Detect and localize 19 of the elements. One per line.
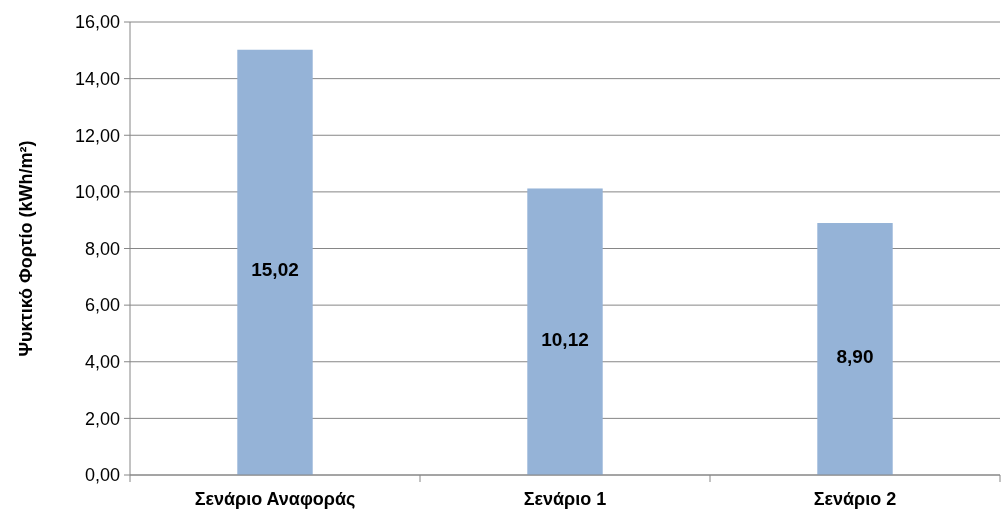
y-tick-label: 10,00 [74, 182, 120, 203]
y-tick-label: 12,00 [74, 125, 120, 146]
y-tick-label: 2,00 [84, 408, 120, 429]
x-tick-label: Σενάριο 1 [523, 489, 607, 509]
data-label: 10,12 [541, 328, 589, 350]
y-tick-label: 0,00 [84, 465, 120, 486]
y-tick-label: 4,00 [84, 352, 120, 373]
x-tick-label: Σενάριο Αναφοράς [194, 489, 356, 509]
y-tick-label: 6,00 [84, 295, 120, 316]
y-tick-label: 16,00 [74, 12, 120, 33]
bar [817, 223, 893, 475]
y-tick-label: 8,00 [84, 238, 120, 259]
data-label: 8,90 [836, 346, 874, 368]
y-tick-label: 14,00 [74, 68, 120, 89]
data-label: 15,02 [251, 259, 299, 281]
bar [237, 49, 313, 475]
y-axis-title: Ψυκτικό Φορτίο (kWh/m²) [16, 140, 36, 357]
x-tick-label: Σενάριο 2 [813, 489, 897, 509]
bar [527, 188, 603, 475]
